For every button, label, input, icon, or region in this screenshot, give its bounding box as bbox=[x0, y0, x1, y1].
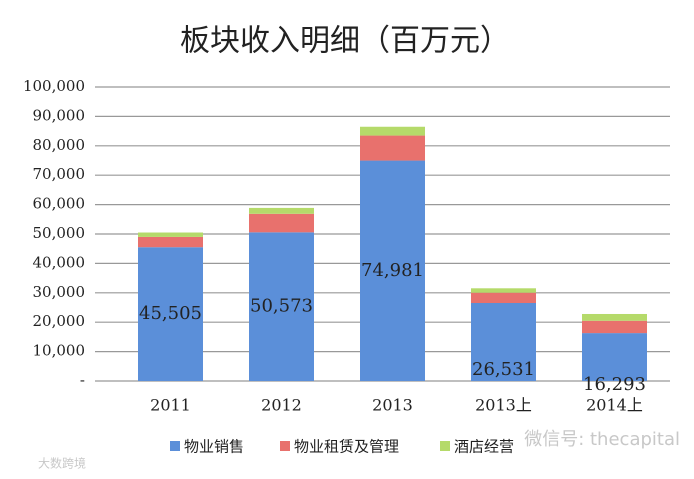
watermark: 大数跨境 bbox=[38, 456, 86, 471]
y-tick-label: 10,000 bbox=[33, 342, 86, 360]
bar-segment bbox=[249, 232, 314, 381]
y-tick-label: 20,000 bbox=[33, 312, 86, 330]
bar-segment bbox=[138, 236, 203, 248]
bar-segment bbox=[471, 292, 536, 303]
legend-label: 酒店经营 bbox=[454, 438, 514, 456]
chart-title: 板块收入明细（百万元） bbox=[180, 24, 510, 59]
x-tick-label: 2013上 bbox=[475, 396, 532, 415]
y-tick-label: 30,000 bbox=[33, 283, 86, 301]
legend-label: 物业租赁及管理 bbox=[294, 438, 399, 456]
data-label: 74,981 bbox=[361, 260, 424, 281]
bar-segment bbox=[582, 313, 647, 321]
y-tick-label: 70,000 bbox=[33, 165, 86, 183]
bar-segment bbox=[360, 135, 425, 161]
y-tick-label: - bbox=[80, 371, 85, 389]
data-label: 16,293 bbox=[583, 374, 646, 395]
watermark: 微信号: thecapital bbox=[524, 429, 680, 450]
bar-segment bbox=[582, 320, 647, 334]
data-label: 26,531 bbox=[472, 359, 535, 380]
y-tick-label: 80,000 bbox=[33, 136, 86, 154]
bar-segment bbox=[138, 232, 203, 237]
x-tick-label: 2011 bbox=[150, 396, 191, 415]
y-tick-label: 50,000 bbox=[33, 224, 86, 242]
bar-segment bbox=[249, 207, 314, 214]
y-tick-label: 60,000 bbox=[33, 195, 86, 213]
x-tick-label: 2014上 bbox=[586, 396, 643, 415]
x-tick-label: 2013 bbox=[372, 396, 413, 415]
bar-segment bbox=[360, 160, 425, 381]
legend-swatch bbox=[170, 441, 180, 451]
bar-segment bbox=[471, 302, 536, 381]
bar-segment bbox=[582, 333, 647, 381]
legend-swatch bbox=[280, 441, 290, 451]
legend-label: 物业销售 bbox=[184, 438, 244, 456]
x-tick-label: 2012 bbox=[261, 396, 302, 415]
y-tick-label: 100,000 bbox=[23, 77, 85, 95]
bar-segment bbox=[471, 288, 536, 293]
data-label: 45,505 bbox=[139, 303, 202, 324]
data-label: 50,573 bbox=[250, 296, 313, 317]
bar-segment bbox=[249, 213, 314, 233]
y-tick-label: 40,000 bbox=[33, 253, 86, 271]
y-tick-label: 90,000 bbox=[33, 106, 86, 124]
legend-swatch bbox=[440, 441, 450, 451]
bar-segment bbox=[360, 126, 425, 136]
bar-segment bbox=[138, 247, 203, 381]
